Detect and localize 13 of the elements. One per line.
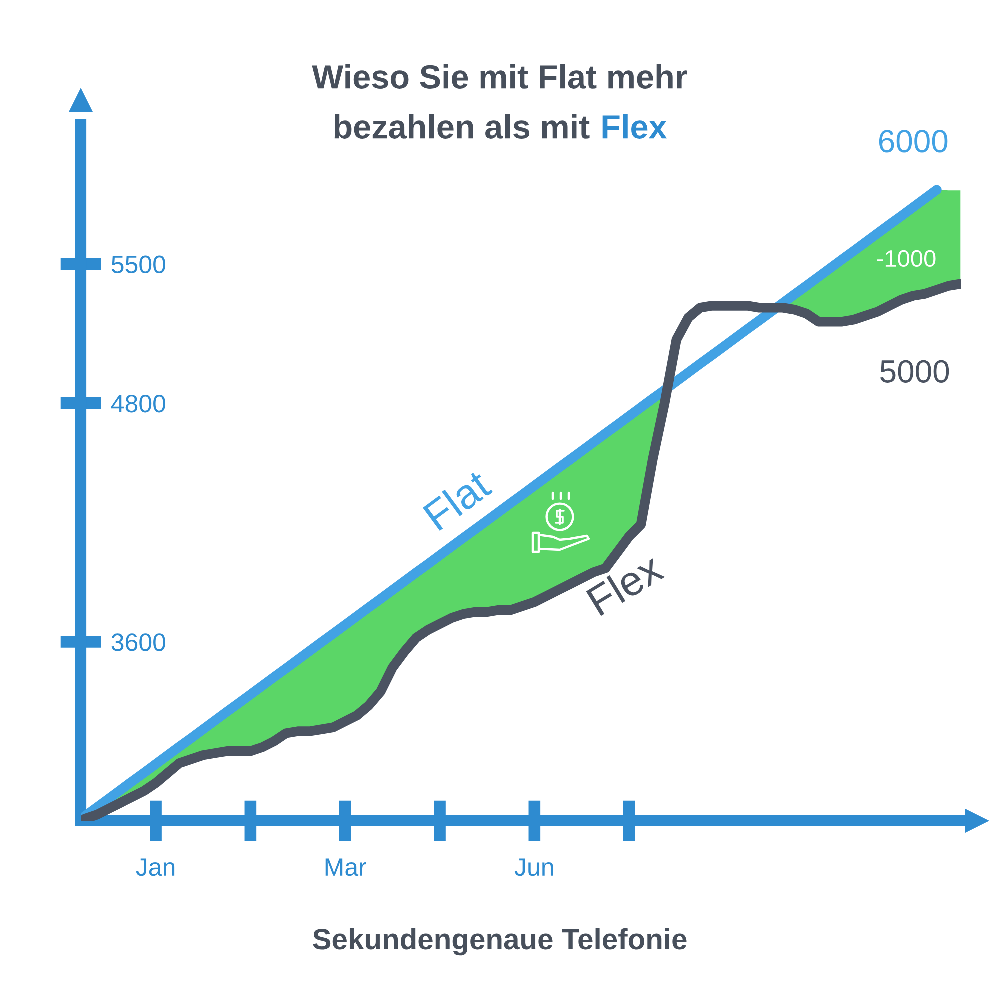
text: Flat: [422, 468, 494, 532]
annotation: 6000: [879, 130, 948, 153]
x-tick-label: Jun: [514, 858, 554, 876]
x-tick-label: Jan: [136, 858, 175, 876]
annotation: -1000: [877, 250, 936, 268]
x-tick-label: Mar: [326, 858, 366, 876]
y-tick-label: 5500: [112, 256, 166, 274]
annotation: 5000: [880, 360, 950, 383]
text: Sekundengenaue Telefonie: [313, 928, 687, 956]
chart-title: Wieso Sie mit Flat mehr bezahlen als mit Flex: [312, 64, 688, 139]
y-tick-label: 3600: [112, 634, 166, 652]
y-tick-label: 4800: [111, 395, 166, 413]
text: Flex: [586, 551, 666, 616]
